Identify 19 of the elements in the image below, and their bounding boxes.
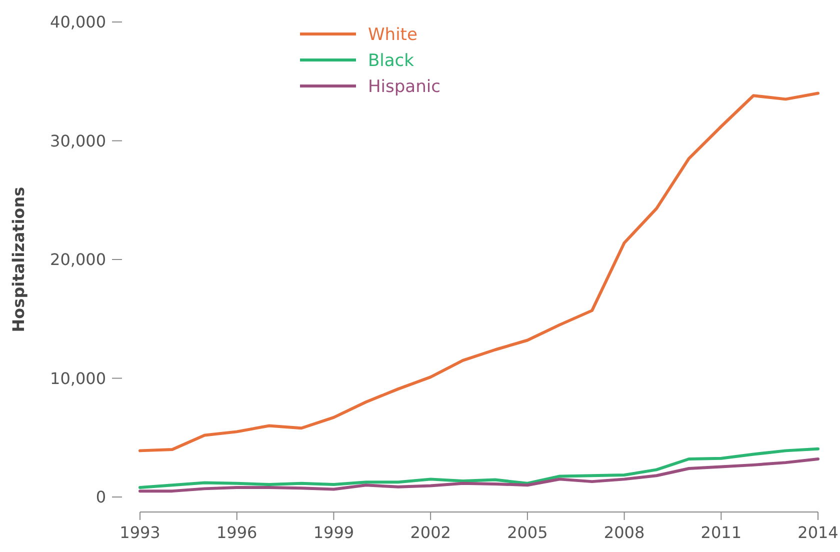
legend-label: Black: [368, 50, 414, 71]
y-tick-label: 10,000: [50, 368, 106, 388]
x-tick-label: 2008: [604, 523, 645, 542]
legend-label: White: [368, 24, 418, 45]
x-tick-label: 2014: [798, 523, 838, 542]
y-tick-label: 40,000: [50, 12, 106, 32]
line-series: [138, 458, 820, 493]
y-tick-label: 30,000: [50, 131, 106, 150]
x-tick-label: 1999: [313, 523, 354, 542]
y-tick-label: 20,000: [50, 250, 106, 270]
x-tick-label: 2011: [700, 523, 742, 542]
legend-label: Hispanic: [368, 76, 440, 97]
y-tick-label: 0: [96, 488, 106, 507]
x-tick-label: 1996: [216, 523, 258, 542]
y-axis-title: Hospitalizations: [9, 186, 28, 332]
line-series: [138, 447, 820, 489]
x-tick-label: 2002: [410, 523, 451, 542]
x-tick-label: 1993: [120, 523, 160, 542]
x-tick-label: 2005: [507, 523, 548, 542]
